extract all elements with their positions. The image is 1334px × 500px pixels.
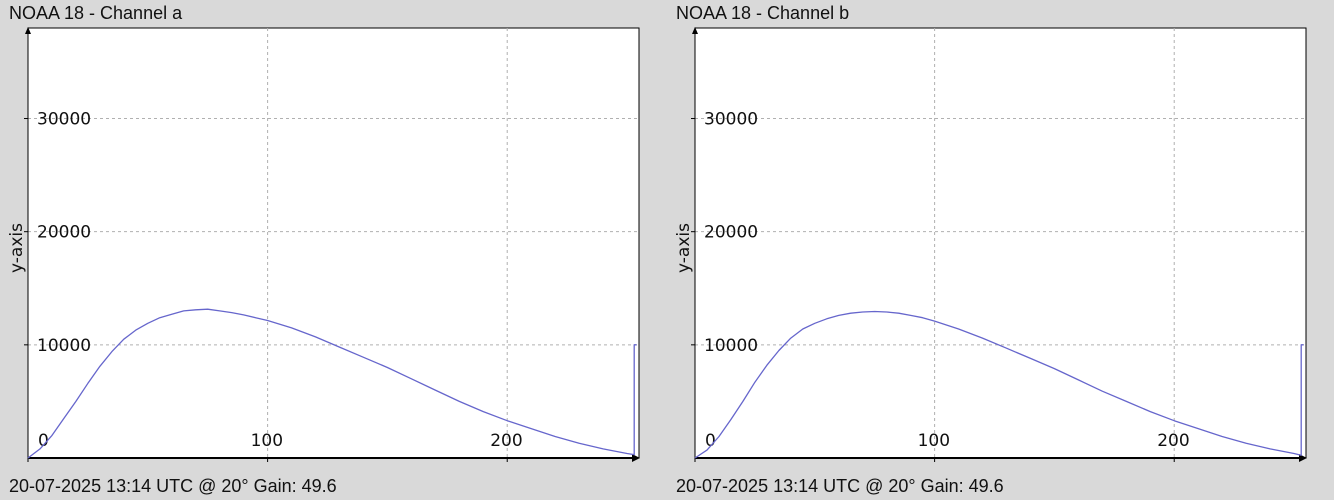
data-series-line <box>27 308 637 459</box>
pass-info-footer: 20-07-2025 13:14 UTC @ 20° Gain: 49.6 <box>676 476 1004 496</box>
data-series-line <box>694 310 1304 459</box>
y-axis-title: y-axis <box>674 223 694 273</box>
x-axis-arrow-icon <box>632 454 640 462</box>
y-tick-label: 30000 <box>704 110 758 130</box>
pass-info-footer: 20-07-2025 13:14 UTC @ 20° Gain: 49.6 <box>9 476 337 496</box>
x-tick-label: 100 <box>251 431 283 451</box>
x-tick-label: 200 <box>490 431 522 451</box>
x-tick-label: 0 <box>705 431 716 451</box>
chart-plot: 0 100 200 10000 20000 30000 y-axis <box>7 27 640 462</box>
chart-panel-channel-b: NOAA 18 - Channel b 0 100 200 10000 20000 300… <box>667 0 1327 500</box>
y-axis-arrow-icon <box>692 27 698 34</box>
y-axis-title: y-axis <box>7 223 27 273</box>
x-tick-label: 0 <box>38 431 49 451</box>
y-tick-label: 10000 <box>704 336 758 356</box>
chart-panel-channel-a: NOAA 18 - Channel a 0 100 200 10000 20000 300… <box>0 0 660 500</box>
y-tick-label: 30000 <box>37 110 91 130</box>
y-axis-arrow-icon <box>25 27 31 34</box>
y-tick-label: 10000 <box>37 336 91 356</box>
plot-area <box>27 27 640 459</box>
chart-title: NOAA 18 - Channel b <box>676 3 850 23</box>
chart-title: NOAA 18 - Channel a <box>9 3 183 23</box>
y-tick-label: 20000 <box>704 223 758 243</box>
chart-plot: 0 100 200 10000 20000 30000 y-axis <box>674 27 1307 462</box>
y-tick-label: 20000 <box>37 223 91 243</box>
x-axis-arrow-icon <box>1299 454 1307 462</box>
x-tick-label: 200 <box>1157 431 1189 451</box>
x-tick-label: 100 <box>918 431 950 451</box>
plot-area <box>694 27 1307 459</box>
